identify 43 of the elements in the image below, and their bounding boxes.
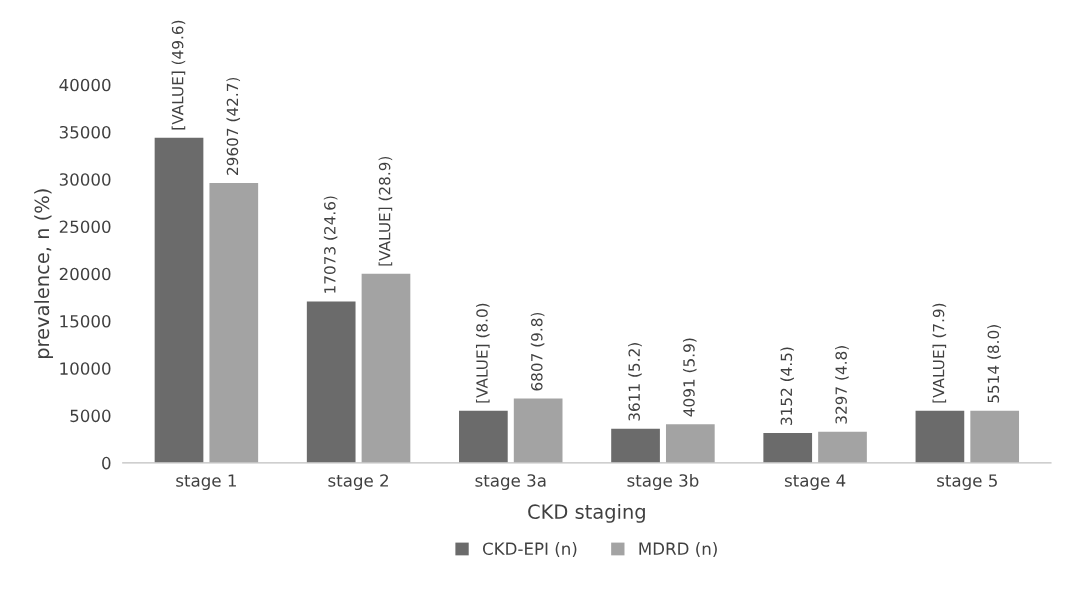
bar: [818, 431, 867, 463]
annotation: [VALUE] (49.6): [171, 20, 186, 130]
y-tick-label: 5000: [70, 409, 111, 423]
data-label: 3152 (4.5): [780, 347, 794, 425]
x-tick-label: stage 3a: [475, 474, 546, 491]
y-tick-label: 10000: [60, 362, 111, 375]
y-tick-label: 0: [102, 456, 111, 470]
annotation: [VALUE] (28.9): [378, 156, 393, 266]
data-label: 3611 (5.2): [628, 343, 642, 421]
data-label: 29607 (42.7): [226, 77, 241, 175]
y-tick-label: 40000: [59, 78, 111, 92]
data-label: 4091 (5.9): [682, 338, 697, 417]
x-tick-label: stage 3b: [627, 473, 699, 491]
data-label: 17073 (24.6): [323, 196, 338, 293]
bar: [665, 424, 715, 463]
y-axis-title: prevalence, n (%): [34, 189, 54, 359]
x-tick-label: stage 4: [784, 474, 846, 491]
annotation: [VALUE] (7.9): [932, 303, 947, 403]
legend-label: CKD-EPI (n): [482, 542, 577, 557]
y-tick-label: 35000: [59, 125, 111, 139]
bar: [209, 182, 259, 463]
bar: [513, 398, 563, 463]
bar: [459, 410, 508, 463]
bar: [306, 301, 356, 463]
bar: [763, 433, 813, 463]
data-label: 3297 (4.8): [835, 346, 849, 424]
x-axis-title: CKD staging: [528, 503, 645, 523]
bar: [611, 428, 660, 463]
bar: [361, 273, 411, 463]
data-label: 6807 (9.8): [530, 312, 545, 391]
x-tick-label: stage 5: [937, 474, 997, 491]
x-tick-label: stage 2: [328, 474, 388, 491]
bar: [970, 410, 1020, 463]
x-tick-label: stage 1: [176, 474, 236, 491]
y-tick-label: 15000: [60, 314, 111, 328]
y-tick-label: 30000: [59, 173, 111, 186]
y-tick-label: 20000: [59, 267, 111, 281]
legend-label: MDRD (n): [639, 542, 717, 557]
bar: [915, 410, 965, 463]
y-tick-label: 25000: [59, 220, 111, 234]
bar: [154, 137, 204, 463]
annotation: [VALUE] (8.0): [475, 303, 490, 403]
data-label: 5514 (8.0): [987, 325, 1001, 403]
